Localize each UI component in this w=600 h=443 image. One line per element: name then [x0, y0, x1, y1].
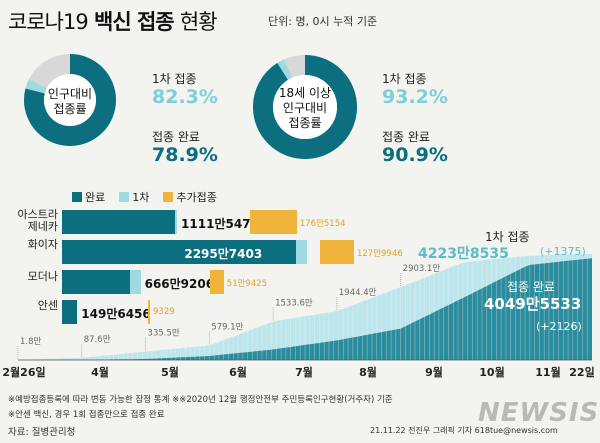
adult-donut-label: 18세 이상 인구대비 접종률	[265, 86, 345, 131]
first-dose-annotation: 2903.1만	[403, 264, 441, 274]
vaccine-booster-label: 51만9425	[226, 279, 268, 289]
cumulative-area-chart: 1.8만 87.6만 335.5만 579.1만 1533.6만 1944.4만 2903.…	[2, 252, 595, 379]
first-dose-annotation: 1533.6만	[275, 298, 313, 308]
vaccine-complete-label: 666만9206	[144, 277, 215, 291]
x-tick-label: 4월	[91, 365, 109, 379]
vaccine-complete-bar	[62, 240, 297, 264]
population-donut	[24, 54, 116, 146]
vaccine-name-moderna: 모더나	[27, 270, 58, 283]
x-tick-label: 2월26일	[2, 365, 45, 379]
vaccine-booster-bar	[250, 210, 297, 234]
vaccine-complete-label: 149만6456	[81, 307, 151, 321]
unit-note: 단위: 명, 0시 누적 기준	[268, 15, 378, 28]
footer-note1: ※예방접종등록에 따라 변동 가능한 잠정 통계 ※※2020년 12월 행정안…	[8, 395, 393, 405]
legend-first: 1차	[119, 189, 149, 205]
first-dose-annotation: 87.6만	[84, 335, 111, 345]
footer-credit: 21.11.22 전진우 그래픽 기자 618tue@newsis.com	[370, 426, 558, 435]
adult-first-value: 93.2%	[382, 86, 448, 108]
donut-label-line1: 18세 이상	[278, 86, 332, 100]
donut-label-line2: 접종률	[53, 102, 87, 116]
vaccine-booster-label: 176만5154	[299, 219, 346, 229]
x-tick-label: 6월	[229, 365, 247, 379]
vaccine-name-pfizer: 화이자	[27, 238, 58, 251]
first-dose-total: 4223만8535	[418, 246, 509, 262]
first-dose-annotation: 1944.4만	[339, 288, 377, 298]
x-tick-label: 22일	[569, 365, 594, 379]
adult-first-label: 1차 접종	[382, 72, 427, 86]
donut-label-line1: 인구대비	[47, 87, 93, 101]
footer-source: 자료: 질병관리청	[8, 427, 76, 438]
population-donut-label: 인구대비 접종률	[30, 87, 110, 117]
newsis-logo: NEWSIS	[478, 398, 600, 428]
vaccine-name-janssen: 안센	[37, 299, 58, 312]
legend-booster: 추가접종	[163, 189, 217, 205]
vaccine-complete-label: 1111만5470	[181, 217, 259, 231]
vaccine-complete-bar	[62, 300, 78, 324]
vaccine-bars: 아스트라 제네카 화이자 모더나 안센 1111만5470 176만5154 2295…	[0, 204, 600, 324]
vaccine-booster-bar	[320, 240, 354, 264]
first-dose-annotation: 1.8만	[20, 337, 42, 347]
complete-label: 접종 완료	[507, 280, 555, 294]
donut-complete-arc	[253, 55, 357, 159]
population-first-label: 1차 접종	[152, 72, 197, 86]
vaccine-booster-bar	[148, 300, 150, 324]
x-tick-label: 11월	[535, 365, 560, 379]
x-tick-label: 9월	[425, 365, 443, 379]
title-part3: 현황	[179, 10, 218, 34]
legend: 완료 1차 추가접종	[72, 189, 217, 205]
first-dose-annotation: 335.5만	[148, 329, 180, 339]
population-complete-value: 78.9%	[152, 144, 218, 166]
footer-note2: ※안센 백신, 경우 1회 접종만으로 접종 완료	[8, 410, 165, 420]
donut-complete-arc	[24, 54, 116, 146]
x-tick-label: 5월	[161, 365, 179, 379]
x-tick-label: 10월	[479, 365, 504, 379]
title-part2: 백신 접종	[94, 10, 175, 34]
title-part1: 코로나19	[8, 10, 89, 34]
vaccine-booster-label: 127만9946	[356, 249, 403, 259]
x-tick-label: 8월	[359, 365, 377, 379]
first-dose-label: 1차 접종	[485, 230, 530, 244]
population-first-value: 82.3%	[152, 86, 218, 108]
adult-complete-value: 90.9%	[382, 144, 448, 166]
donut-label-line2: 인구대비	[282, 101, 328, 115]
vaccine-booster-bar	[210, 270, 224, 294]
complete-change: (+2126)	[536, 320, 582, 333]
adult-complete-label: 접종 완료	[382, 130, 430, 144]
adult-donut	[253, 55, 357, 159]
first-dose-change: (+1375)	[540, 245, 586, 258]
x-tick-label: 7월	[295, 365, 313, 379]
vaccine-complete-bar	[62, 270, 131, 294]
vaccine-booster-label: 9329	[153, 307, 175, 317]
page-title: 코로나19 백신 접종 현황	[8, 6, 218, 36]
vaccine-complete-bar	[62, 210, 176, 234]
complete-total: 4049만5533	[484, 295, 582, 313]
legend-complete: 완료	[72, 189, 105, 205]
vaccine-name-astrazeneca: 아스트라 제네카	[17, 208, 58, 233]
donut-label-line3: 접종률	[288, 116, 322, 130]
vaccine-complete-label: 2295만7403	[184, 247, 263, 261]
population-complete-label: 접종 완료	[152, 130, 200, 144]
first-dose-annotation: 579.1만	[211, 322, 243, 332]
